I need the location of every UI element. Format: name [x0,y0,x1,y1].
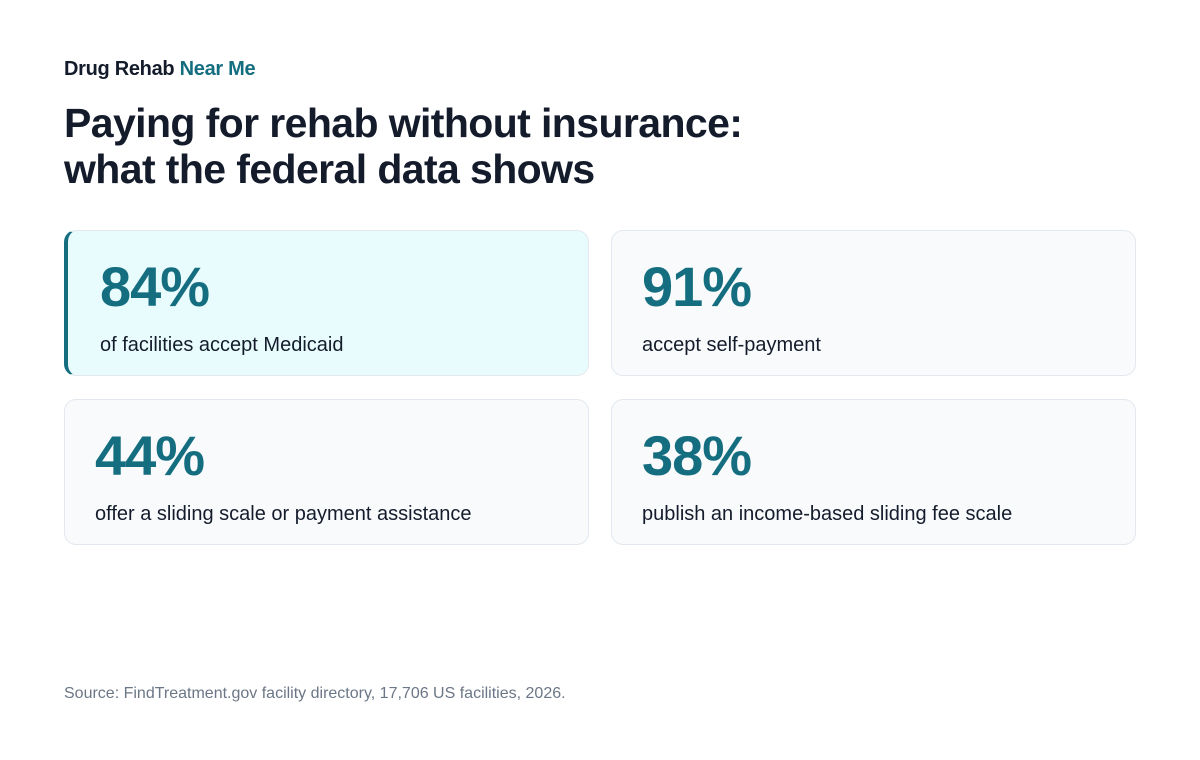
stat-card-sliding-scale: 44% offer a sliding scale or payment ass… [64,399,589,545]
stat-label: offer a sliding scale or payment assista… [95,503,472,525]
stat-value: 38% [642,424,752,487]
stat-card-medicaid: 84% of facilities accept Medicaid [64,230,589,376]
page-title-line-1: Paying for rehab without insurance: [64,100,743,146]
stat-value: 44% [95,424,205,487]
stat-label: publish an income-based sliding fee scal… [642,503,1013,525]
page-title: Paying for rehab without insurance: what… [64,100,1064,192]
stat-card-income-fee-scale: 38% publish an income-based sliding fee … [611,399,1136,545]
brand-name: Drug Rehab [64,58,175,80]
source-note: Source: FindTreatment.gov facility direc… [64,685,566,702]
stat-label: of facilities accept Medicaid [100,334,344,356]
brand-logo: Drug Rehab Near Me [64,58,256,80]
stat-label: accept self-payment [642,334,821,356]
brand-accent: Near Me [179,58,256,80]
stat-value: 84% [100,255,210,318]
stat-value: 91% [642,255,752,318]
page-title-line-2: what the federal data shows [64,146,595,192]
stats-grid: 84% of facilities accept Medicaid 91% ac… [64,230,1136,545]
stat-card-self-payment: 91% accept self-payment [611,230,1136,376]
